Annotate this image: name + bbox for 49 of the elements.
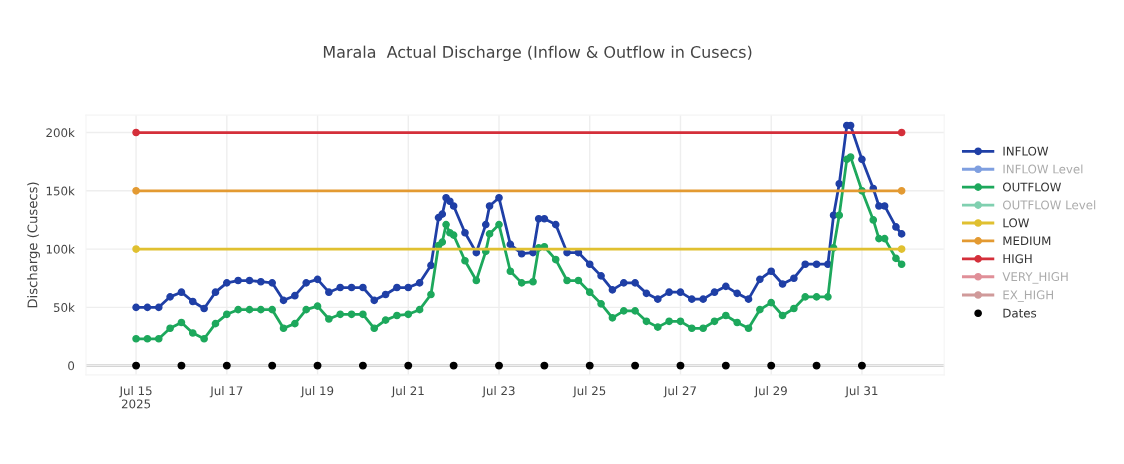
point xyxy=(631,361,640,370)
point xyxy=(857,361,866,370)
point xyxy=(132,361,141,370)
chart-title: Marala Actual Discharge (Inflow & Outflow in Cusecs) xyxy=(323,45,752,62)
x-tick-label: Jul 31 xyxy=(844,386,878,398)
x-tick-label: Jul 17 xyxy=(209,386,243,398)
point xyxy=(358,361,367,370)
legend-label: OUTFLOW Level xyxy=(1002,200,1096,210)
point xyxy=(177,361,186,370)
legend-label: HIGH xyxy=(1003,254,1032,264)
legend-label: INFLOW Level xyxy=(1003,164,1083,174)
point xyxy=(495,361,503,370)
legend-label: EX_HIGH xyxy=(1003,290,1053,302)
legend-label: Dates xyxy=(1003,308,1037,318)
point xyxy=(132,128,140,137)
y-tick-label: 200k xyxy=(46,128,75,138)
point xyxy=(132,186,140,195)
y-tick-label: 50k xyxy=(53,302,75,312)
x-tick-label: Jul 23 xyxy=(481,386,515,398)
x-tick-label: Jul 27 xyxy=(663,386,696,398)
y-tick-label: 150k xyxy=(46,186,75,196)
y-tick-label: 100k xyxy=(46,244,75,254)
legend-label: OUTFLOW xyxy=(1002,182,1061,192)
x-tick-label: Jul 15 2025 xyxy=(118,386,152,409)
point xyxy=(540,361,549,370)
point xyxy=(449,361,458,370)
legend-label: VERY_HIGH xyxy=(1002,272,1068,284)
point xyxy=(721,361,730,370)
point xyxy=(676,361,685,370)
point xyxy=(132,245,140,253)
point xyxy=(313,361,322,370)
point xyxy=(585,361,594,370)
point xyxy=(268,361,277,370)
x-tick-label: Jul 19 xyxy=(300,386,334,398)
legend-label: MEDIUM xyxy=(1003,236,1051,246)
y-tick-label: 0 xyxy=(68,361,75,371)
y-axis-title: Discharge (Cusecs) xyxy=(27,182,40,308)
legend-label: LOW xyxy=(1003,218,1030,228)
x-tick-label: Jul 21 xyxy=(391,386,424,398)
point xyxy=(897,128,906,137)
x-tick-label: Jul 29 xyxy=(754,386,787,398)
x-tick-label: Jul 25 xyxy=(572,386,606,398)
point xyxy=(897,186,906,195)
point xyxy=(404,361,413,370)
point xyxy=(897,245,906,253)
point xyxy=(812,361,821,370)
point xyxy=(222,361,231,370)
point xyxy=(767,361,776,370)
legend-label: INFLOW xyxy=(1003,146,1049,156)
